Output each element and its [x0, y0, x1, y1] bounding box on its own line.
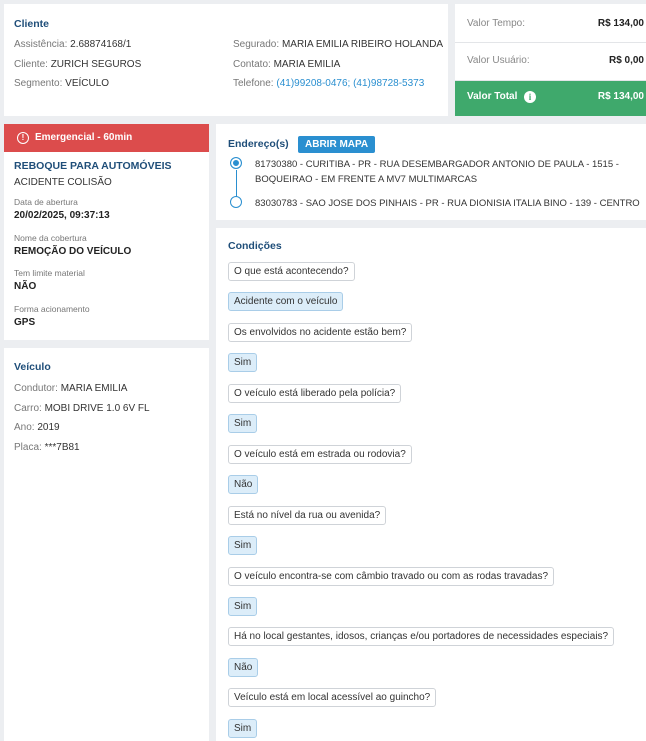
conditions-card: Condições O que está acontecendo? Acidente… [216, 228, 646, 741]
open-map-button[interactable]: ABRIR MAPA [298, 136, 376, 153]
vehicle-field-label: Ano: [14, 422, 38, 434]
separator [455, 80, 646, 81]
vehicle-field-value: 2019 [37, 422, 60, 434]
client-field-label: Telefone: [233, 78, 277, 89]
vehicle-field: Ano: 2019 [14, 421, 60, 435]
question: Há no local gestantes, idosos, crianças … [228, 627, 615, 647]
priority-band [4, 124, 209, 152]
service-field-value: GPS [14, 316, 36, 328]
total-band [455, 81, 646, 116]
question: O que está acontecendo? [228, 262, 355, 281]
alert-icon: ! [17, 132, 29, 144]
service-card: ! Emergencial - 60min REBOQUE PARA AUTOMÓV… [4, 124, 209, 340]
service-name: REBOQUE PARA AUTOMÓVEIS [14, 160, 172, 172]
client-field: Segmento: VEÍCULO [14, 77, 109, 91]
separator [455, 42, 646, 43]
client-field-label: Contato: [233, 58, 274, 70]
vehicle-field: Carro: MOBI DRIVE 1.0 6V FL [14, 402, 150, 416]
value-label: Valor Tempo: [467, 18, 525, 29]
client-field: Segurado: MARIA EMILIA RIBEIRO HOLANDA [233, 38, 443, 52]
vehicle-field-label: Placa: [14, 442, 45, 454]
vehicle-field: Condutor: MARIA EMILIA [14, 382, 127, 396]
answer: Sim [228, 596, 258, 616]
vehicle-card: Veículo Condutor: MARIA EMILIA Carro: MOBI… [4, 348, 209, 741]
vehicle-field-label: Condutor: [14, 383, 61, 394]
client-field: Telefone: (41)99208-0476; (41)98728-5373 [233, 77, 424, 91]
vehicle-field-value: ***7B81 [44, 442, 80, 454]
client-field-value[interactable]: (41)99208-0476; (41)98728-5373 [276, 78, 425, 89]
vehicle-field-label: Carro: [14, 402, 45, 414]
vehicle-field-value: MOBI DRIVE 1.0 6V FL [44, 402, 150, 414]
answer: Sim [228, 536, 258, 556]
answer: Sim [228, 353, 258, 373]
address-title: Endereço(s) [228, 138, 289, 150]
client-card: Cliente Assistência: 2.68874168/1 Cliente:… [4, 4, 448, 116]
client-title: Cliente [14, 18, 50, 30]
address-text: 81730380 - CURITIBA - PR - RUA DESEMBARG… [255, 159, 619, 185]
address-text: 83030783 - SAO JOSE DOS PINHAIS - PR - R… [255, 198, 640, 209]
client-field-label: Assistência: [14, 39, 71, 50]
vehicle-title: Veículo [14, 361, 51, 373]
client-field-label: Segmento: [14, 78, 66, 89]
address-marker [230, 157, 242, 169]
service-field-label: Forma acionamento [14, 303, 90, 314]
vehicle-field-value: MARIA EMILIA [60, 383, 128, 394]
client-field-value: 2.68874168/1 [70, 39, 132, 50]
service-field-label: Tem limite material [14, 268, 85, 278]
values-card: Valor Tempo: R$ 134,00 Valor Usuário: R$ 0,… [455, 4, 646, 116]
answer: Não [228, 475, 259, 495]
answer: Sim [228, 414, 258, 434]
value-label: Valor Total [467, 91, 518, 102]
question: Veículo está em local acessível ao guinc… [228, 688, 437, 708]
value-amount: R$ 134,00 [597, 91, 644, 102]
service-reason: ACIDENTE COLISÃO [14, 177, 112, 188]
timeline [235, 170, 237, 200]
client-field: Assistência: 2.68874168/1 [14, 38, 131, 52]
vehicle-field: Placa: ***7B81 [14, 441, 80, 455]
answer: Não [228, 657, 259, 677]
question: Os envolvidos no acidente estão bem? [228, 322, 413, 342]
conditions-title: Condições [228, 240, 282, 252]
client-field-value: ZURICH SEGUROS [50, 58, 142, 70]
question: O veículo está liberado pela polícia? [228, 383, 402, 403]
service-field-label: Data de abertura [14, 197, 78, 207]
service-field-value: REMOÇÃO DO VEÍCULO [14, 245, 132, 257]
client-field-label: Cliente: [14, 58, 51, 70]
client-field-value: VEÍCULO [65, 78, 110, 89]
client-field-value: MARIA EMILIA [273, 58, 341, 70]
client-field-label: Segurado: [233, 39, 282, 50]
value-amount: R$ 134,00 [597, 18, 644, 29]
question: O veículo está em estrada ou rodovia? [228, 444, 412, 464]
service-field-value: NÃO [14, 281, 37, 292]
client-field: Cliente: ZURICH SEGUROS [14, 58, 141, 72]
value-label: Valor Usuário: [467, 55, 530, 66]
question: O veículo encontra-se com câmbio travado… [228, 566, 555, 586]
info-icon: i [524, 91, 536, 103]
question: Está no nível da rua ou avenida? [228, 505, 387, 525]
answer: Acidente com o veículo [228, 292, 344, 312]
client-field: Contato: MARIA EMILIA [233, 58, 340, 72]
address-marker [230, 196, 242, 208]
value-amount: R$ 0,00 [608, 55, 644, 66]
priority-text: Emergencial - 60min [35, 132, 133, 143]
answer: Sim [228, 718, 258, 738]
service-field-label: Nome da cobertura [14, 232, 87, 243]
address-card: Endereço(s) ABRIR MAPA 81730380 - CURITIBA… [216, 124, 646, 220]
client-field-value: MARIA EMILIA RIBEIRO HOLANDA [281, 39, 444, 50]
service-field-value: 20/02/2025, 09:37:13 [14, 210, 110, 221]
